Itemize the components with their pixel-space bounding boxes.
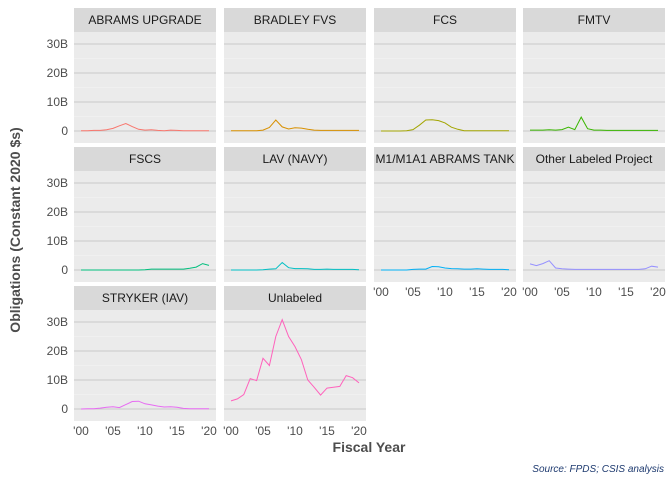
series-line	[381, 265, 510, 271]
series-line	[230, 318, 360, 402]
x-tick-label: '00	[73, 424, 89, 438]
y-tick-label: 0	[61, 402, 68, 416]
facet-strip-label: ABRAMS UPGRADE	[88, 13, 201, 27]
facet-panel: BRADLEY FVS	[224, 8, 366, 143]
x-tick-label: '00	[373, 285, 389, 299]
x-tick-label: '05	[405, 285, 421, 299]
series-line	[529, 260, 659, 270]
facet-panel: M1/M1A1 ABRAMS TANK '00 '05 '10 '15 '20	[373, 147, 517, 299]
facet-panel: Unlabeled '00 '05 '10 '15 '20	[223, 286, 367, 438]
facet-panels: ABRAMS UPGRADE 0 10B 20B 30B BRADLEY FVS FCS FM…	[47, 8, 666, 438]
facet-strip	[224, 147, 366, 171]
facet-strip	[224, 286, 366, 310]
y-tick-label: 20B	[47, 205, 68, 219]
facet-panel: LAV (NAVY)	[224, 147, 366, 282]
facet-strip-label: M1/M1A1 ABRAMS TANK	[376, 152, 515, 166]
y-tick-label: 20B	[47, 66, 68, 80]
y-tick-label: 30B	[47, 176, 68, 190]
facet-panel: FSCS 0 10B 20B 30B	[47, 147, 216, 282]
x-tick-label: '10	[287, 424, 303, 438]
x-tick-label: '00	[223, 424, 239, 438]
facet-strip	[74, 286, 216, 310]
source-caption: Source: FPDS; CSIS analysis	[532, 464, 664, 475]
facet-strip	[374, 8, 516, 32]
facet-panel: FCS	[374, 8, 516, 143]
x-tick-label: '15	[169, 424, 185, 438]
x-tick-label: '15	[469, 285, 485, 299]
facet-strip-label: FMTV	[578, 13, 611, 27]
x-tick-label: '10	[137, 424, 153, 438]
series-line	[381, 119, 509, 132]
x-tick-label: '20	[650, 285, 666, 299]
x-tick-label: '20	[351, 424, 367, 438]
y-tick-label: 20B	[47, 344, 68, 358]
x-tick-label: '05	[554, 285, 570, 299]
x-tick-label: '10	[586, 285, 602, 299]
facet-strip	[523, 147, 665, 171]
facet-panel: ABRAMS UPGRADE 0 10B 20B 30B	[47, 8, 216, 143]
facet-panel: STRYKER (IAV) 0 10B 20B 30B '00 '05 '10 '15 '20	[47, 286, 217, 438]
facet-strip-label: LAV (NAVY)	[263, 152, 328, 166]
facet-strip	[374, 147, 516, 171]
series-line	[231, 119, 359, 132]
facet-strip-label: BRADLEY FVS	[254, 13, 336, 27]
x-tick-label: '05	[255, 424, 271, 438]
facet-strip-label: STRYKER (IAV)	[102, 291, 188, 305]
x-tick-label: '05	[105, 424, 121, 438]
y-tick-label: 30B	[47, 315, 68, 329]
x-tick-label: '00	[522, 285, 538, 299]
x-tick-label: '15	[618, 285, 634, 299]
facet-strip-label: FSCS	[129, 152, 161, 166]
facet-panel: Other Labeled Project '00 '05 '10 '15 '20	[522, 147, 666, 299]
y-tick-label: 0	[61, 263, 68, 277]
facet-strip-label: Unlabeled	[268, 291, 322, 305]
y-axis-title: Obligations (Constant 2020 $s)	[7, 127, 23, 332]
y-tick-label: 10B	[47, 373, 68, 387]
facet-strip-label: FCS	[433, 13, 457, 27]
facet-strip	[74, 147, 216, 171]
series-line	[530, 116, 658, 131]
series-line	[231, 261, 360, 271]
y-tick-label: 30B	[47, 37, 68, 51]
x-tick-label: '20	[501, 285, 517, 299]
series-line	[81, 122, 209, 132]
facet-strip-label: Other Labeled Project	[536, 152, 653, 166]
facet-strip	[224, 8, 366, 32]
series-line	[80, 400, 209, 410]
y-tick-label: 10B	[47, 234, 68, 248]
facet-strip	[523, 8, 665, 32]
facet-strip	[74, 8, 216, 32]
facet-panel: FMTV	[523, 8, 665, 143]
y-tick-label: 10B	[47, 95, 68, 109]
x-tick-label: '20	[201, 424, 217, 438]
x-tick-label: '15	[319, 424, 335, 438]
x-axis-title: Fiscal Year	[333, 439, 406, 455]
series-line	[81, 263, 210, 271]
x-tick-label: '10	[437, 285, 453, 299]
y-tick-label: 0	[61, 124, 68, 138]
